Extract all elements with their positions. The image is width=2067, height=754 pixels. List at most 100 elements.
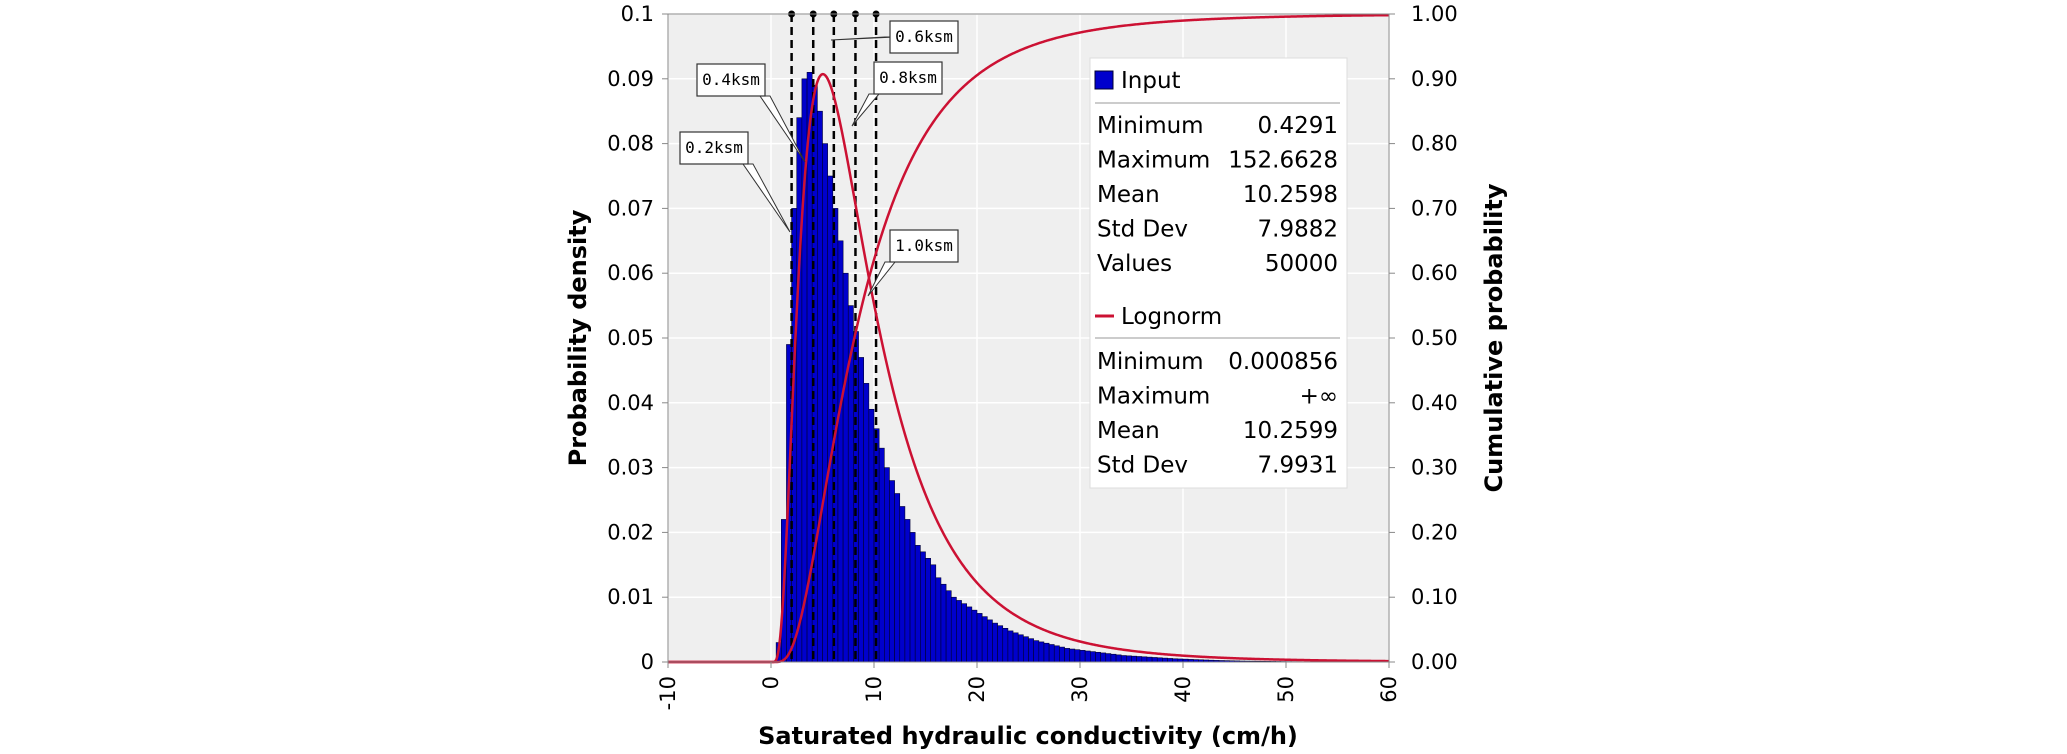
y2-tick-label: 1.00	[1411, 2, 1458, 26]
histogram-bar	[796, 117, 803, 663]
histogram-bar	[1064, 648, 1071, 663]
histogram-bar	[878, 447, 885, 663]
histogram-bar	[863, 383, 870, 663]
histogram-bar	[817, 110, 823, 663]
histogram-bar	[935, 577, 942, 663]
histogram-bar	[868, 408, 875, 663]
y-tick-label: 0.08	[607, 132, 654, 156]
ksm-callouts: 0.2ksm 0.4ksm 0.6ksm 0.8ksm 1.0ksm	[679, 20, 959, 297]
histogram-bar	[1120, 655, 1127, 663]
y2-tick-label: 0.50	[1411, 326, 1458, 350]
histogram-bar	[992, 622, 998, 663]
x-tick-label: 40	[1171, 676, 1195, 703]
histogram-bar	[1162, 657, 1168, 663]
fit-cdf-curve	[668, 13, 1390, 664]
histogram-bar	[822, 143, 828, 663]
histogram-bar	[1007, 630, 1014, 663]
histogram-bar	[1105, 653, 1112, 663]
histogram-bar	[1110, 653, 1117, 663]
y-tick-label: 0.07	[607, 196, 654, 220]
histogram-bar	[1131, 655, 1137, 663]
legend-input-stat-value: 50000	[1265, 251, 1338, 277]
histogram-bar	[1033, 640, 1040, 663]
histogram-bar	[1136, 656, 1143, 663]
histogram-bar	[976, 613, 983, 663]
axes: 0 0.01 0.02 0.03 0.04 0.05 0.06 0.07 0.08 0.09 0.1…	[607, 2, 1458, 710]
callout-box	[873, 61, 943, 95]
callout-label: 0.8ksm	[879, 68, 937, 87]
histogram-bar	[961, 603, 967, 663]
fit-pdf-curve	[668, 72, 1390, 664]
callout-0.8ksm: 0.8ksm	[851, 61, 943, 127]
y2-axis-title: Cumulative probability	[1480, 183, 1508, 492]
histogram-bar	[1048, 644, 1055, 663]
legend-input-stat-value: 10.2598	[1243, 182, 1338, 208]
histogram-bar	[1115, 654, 1122, 663]
histogram-bar	[1079, 650, 1086, 663]
x-tick-label: 30	[1068, 676, 1092, 703]
histogram-bar	[1090, 651, 1096, 663]
legend-input-stat-value: 7.9882	[1258, 217, 1338, 243]
histogram-bar	[1028, 638, 1034, 663]
histogram-bar	[1038, 641, 1045, 663]
x-axis-title: Saturated hydraulic conductivity (cm/h)	[758, 722, 1298, 750]
histogram-bar	[889, 480, 895, 663]
legend-fit-stat-value: +∞	[1300, 384, 1338, 410]
histogram-bar	[837, 240, 844, 663]
histogram-bars	[775, 72, 1302, 663]
y-axis-title: Probability density	[564, 209, 592, 466]
histogram-bar	[899, 506, 906, 663]
histogram-bar	[827, 175, 834, 663]
y-tick-label: 0.09	[607, 67, 654, 91]
histogram-bar	[1002, 628, 1009, 663]
y2-tick-label: 0.60	[1411, 261, 1458, 285]
histogram-bar	[986, 619, 993, 663]
histogram-bar	[904, 519, 911, 663]
y2-tick-label: 0.70	[1411, 196, 1458, 220]
legend: Input Minimum 0.4291 Maximum 152.6628 Mean 10.…	[1089, 57, 1348, 489]
x-tick-label: 0	[759, 676, 783, 689]
y-tick-label: 0.05	[607, 326, 654, 350]
callout-1.0ksm: 1.0ksm	[867, 229, 959, 297]
histogram-bar	[945, 590, 952, 663]
legend-fit-name: Lognorm	[1121, 304, 1222, 330]
callout-box	[679, 131, 749, 165]
y-tick-label: 0.01	[607, 585, 654, 609]
histogram-bar	[1167, 658, 1174, 663]
histogram-bar	[981, 616, 988, 663]
histogram-bar	[1084, 650, 1091, 663]
y2-tick-label: 0.20	[1411, 520, 1458, 544]
callout-box	[696, 63, 766, 97]
x-tick-label: 60	[1377, 676, 1401, 703]
histogram-bar	[956, 600, 962, 663]
legend-box	[1089, 57, 1348, 489]
histogram-bar	[1069, 648, 1076, 663]
x-tick-label: -10	[656, 676, 680, 710]
legend-input-stat-value: 0.4291	[1258, 113, 1338, 139]
histogram-bar	[966, 606, 973, 663]
y2-tick-label: 0.10	[1411, 585, 1458, 609]
histogram-bar	[925, 558, 931, 663]
legend-fit-stat-label: Minimum	[1097, 349, 1204, 375]
histogram-bar	[1126, 655, 1132, 663]
legend-fit-stat-label: Maximum	[1097, 384, 1210, 410]
callout-0.6ksm: 0.6ksm	[830, 20, 959, 54]
histogram-bar	[1151, 657, 1158, 663]
histogram-bar	[894, 493, 901, 663]
histogram-bar	[997, 625, 1004, 663]
legend-input-stat-label: Mean	[1097, 182, 1160, 208]
histogram-bar	[950, 596, 957, 663]
callout-label: 0.2ksm	[685, 138, 743, 157]
x-tick-label: 20	[965, 676, 989, 703]
legend-input-stat-label: Std Dev	[1097, 217, 1188, 243]
legend-fit-stat-value: 0.000856	[1228, 349, 1338, 375]
legend-input-stat-label: Maximum	[1097, 148, 1210, 174]
legend-input-name: Input	[1121, 68, 1181, 94]
y2-tick-label: 0.30	[1411, 456, 1458, 480]
histogram-bar	[1100, 652, 1107, 663]
y2-tick-label: 0.90	[1411, 67, 1458, 91]
histogram-bar	[940, 583, 947, 663]
histogram-bar	[1095, 651, 1101, 663]
histogram-bar	[842, 272, 849, 663]
y-tick-label: 0	[641, 650, 654, 674]
